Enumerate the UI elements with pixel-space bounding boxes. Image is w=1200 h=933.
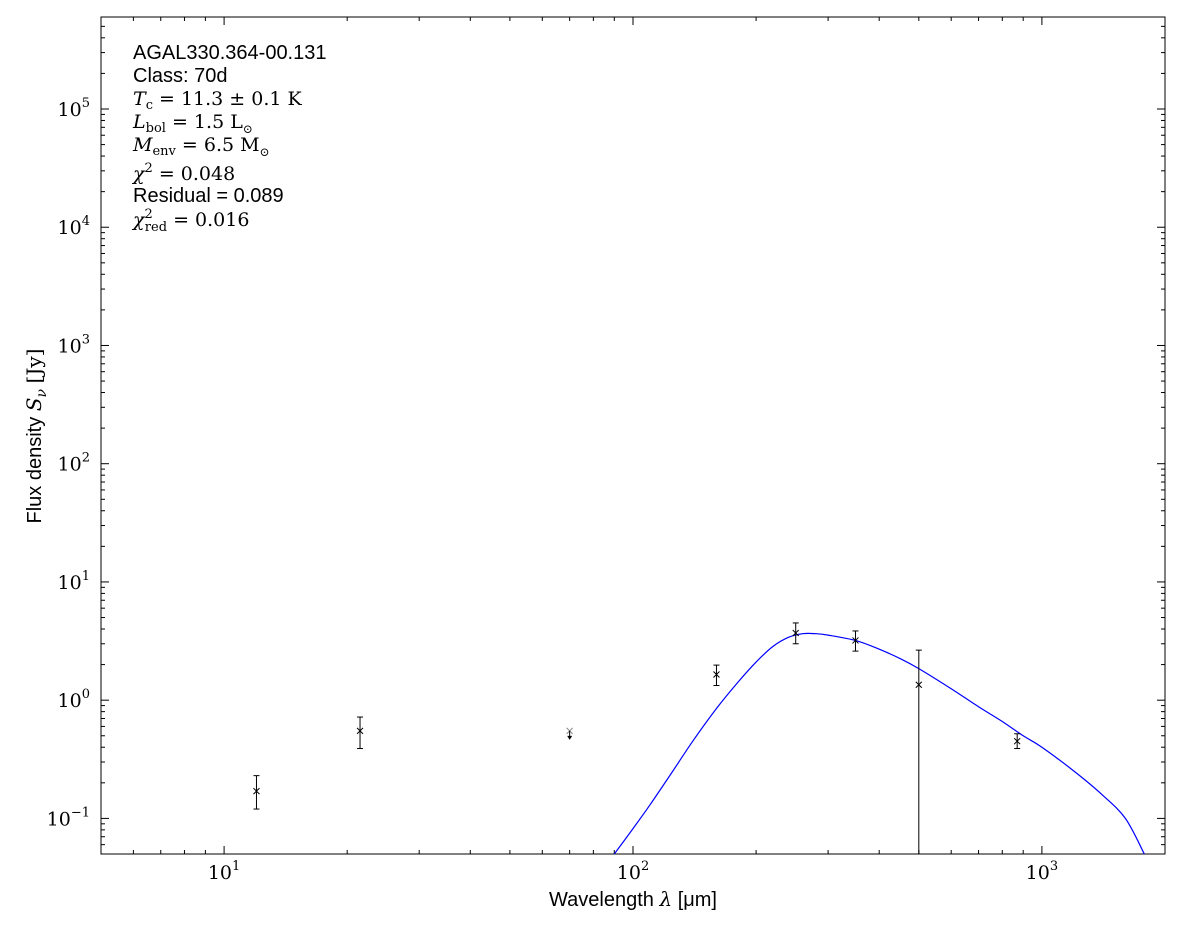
plot-frame: [100, 16, 1166, 855]
tick-labels: 101 102 103 10−1 100 101 102 103 104 105: [47, 96, 1059, 884]
x-axis-label: Wavelength λ [μm]: [549, 887, 717, 911]
annotation-lbol: Lbol = 1.5 L⊙: [132, 111, 253, 136]
y-tick-label: 105: [58, 96, 90, 121]
point-marker: [852, 637, 859, 644]
data-point: [792, 622, 800, 645]
point-marker: [713, 671, 720, 678]
minor-ticks: [100, 16, 1166, 855]
x-tick-label: 103: [1026, 859, 1058, 884]
annotation-menv: Menv = 6.5 M⊙: [132, 134, 270, 159]
y-axis-label: Flux density Sν [Jy]: [22, 349, 50, 524]
annotation-residual: Residual = 0.089: [133, 185, 284, 207]
point-marker: [915, 681, 923, 689]
y-tick-label: 100: [58, 687, 90, 712]
x-axis-label-symbol: λ: [658, 887, 672, 911]
x-tick-label: 101: [208, 859, 240, 884]
data-point: [915, 649, 923, 854]
annotation-chi2-red: χ2 red = 0.016: [131, 207, 249, 235]
model-layer: [613, 632, 1145, 855]
point-marker: [1013, 737, 1021, 745]
y-axis-label-subscript: ν: [34, 389, 50, 398]
point-marker: [792, 629, 800, 637]
y-axis-label-symbol: S: [22, 398, 46, 412]
y-tick-label: 104: [58, 214, 90, 239]
upper-limit-arrowhead: [567, 735, 573, 740]
y-tick-label: 102: [58, 451, 90, 476]
annotation-chi2: χ2 = 0.048: [131, 161, 235, 185]
data-point: [566, 727, 574, 740]
y-tick-label: 10−1: [47, 805, 90, 830]
annotation-block: AGAL330.364-00.131 Class: 70d Tc = 11.3 …: [131, 42, 327, 235]
model-curve: [613, 632, 1145, 855]
y-axis-label-text: Flux density: [24, 417, 46, 524]
y-tick-label: 103: [58, 332, 90, 357]
y-axis-label-unit: [Jy]: [22, 349, 46, 384]
major-ticks: [101, 17, 1165, 854]
data-point: [852, 630, 859, 652]
y-tick-label: 101: [58, 569, 90, 594]
annotation-tc: Tc = 11.3 ± 0.1 K: [133, 88, 303, 113]
data-point: [356, 716, 364, 750]
annotation-class: Class: 70d: [133, 65, 228, 87]
points-layer: [253, 622, 1021, 854]
annotation-source: AGAL330.364-00.131: [133, 42, 327, 64]
data-point: [713, 664, 720, 687]
x-axis-label-text: Wavelength: [549, 889, 654, 911]
point-marker: [253, 787, 260, 795]
point-marker: [356, 727, 364, 735]
data-point: [1013, 733, 1021, 750]
x-axis-label-unit: [μm]: [678, 889, 717, 911]
data-point: [253, 775, 260, 810]
x-tick-label: 102: [617, 859, 649, 884]
